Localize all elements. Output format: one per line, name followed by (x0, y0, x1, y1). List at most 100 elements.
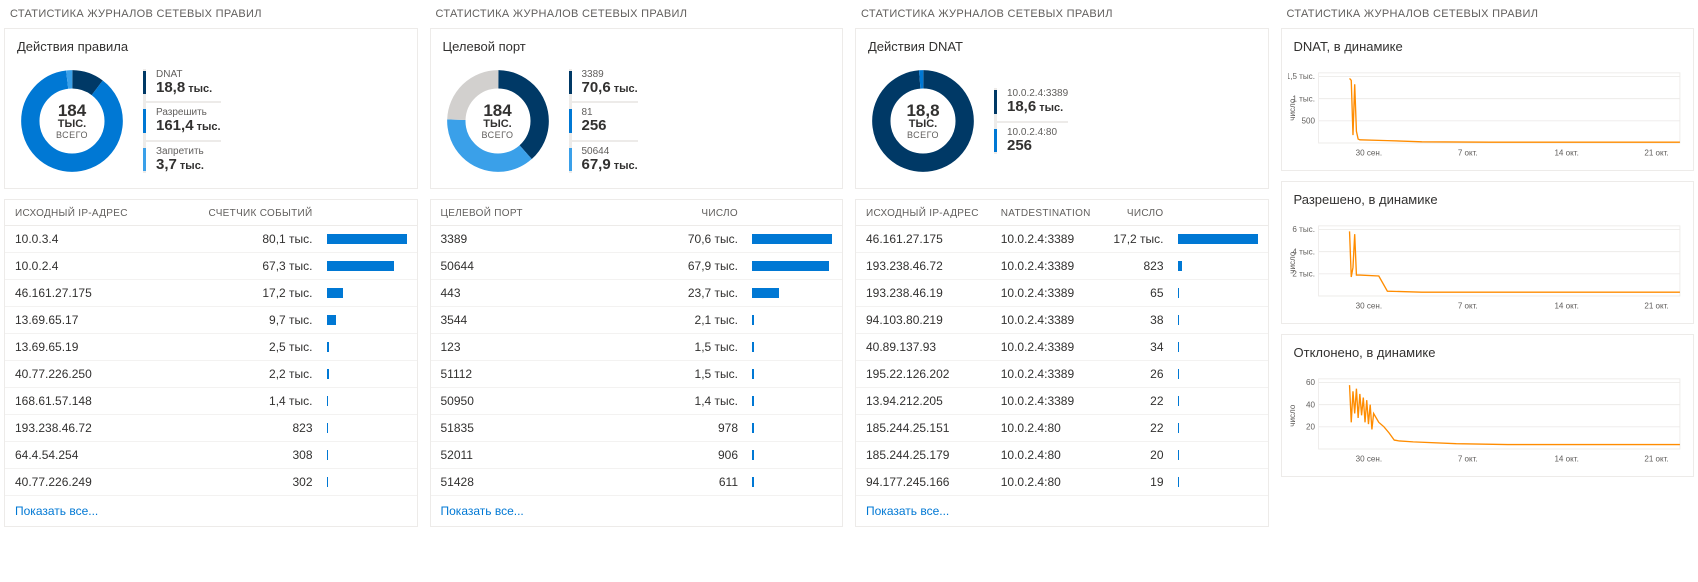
col-header[interactable]: NATDESTINATION (991, 200, 1103, 226)
table-row[interactable]: 40.77.226.2502,2 тыс. (5, 361, 417, 388)
svg-text:1,5 тыс.: 1,5 тыс. (1288, 72, 1315, 81)
card-title: Действия правила (5, 29, 417, 60)
table-row[interactable]: 40.89.137.9310.0.2.4:338934 (856, 334, 1268, 361)
cell-bar (323, 307, 417, 334)
cell-value: 67,9 тыс. (619, 253, 748, 280)
table-row[interactable]: 40.77.226.249302 (5, 469, 417, 496)
cell-value: 1,5 тыс. (619, 361, 748, 388)
legend-item[interactable]: 5064467,9 тыс. (582, 146, 638, 174)
cell-b: 10.0.2.4:3389 (991, 361, 1103, 388)
table-row[interactable]: 46.161.27.17510.0.2.4:338917,2 тыс. (856, 226, 1268, 253)
table-row[interactable]: 195.22.126.20210.0.2.4:338926 (856, 361, 1268, 388)
legend-value: 161,4 тыс. (156, 118, 221, 135)
legend-item[interactable]: 338970,6 тыс. (582, 69, 638, 97)
card-donut-2: Целевой порт 184 ТЫС. ВСЕГО 338970,6 тыс… (430, 28, 844, 189)
cell-bar (323, 226, 417, 253)
mini-chart[interactable]: 6 тыс.4 тыс.2 тыс.число30 сен.7 окт.14 о… (1282, 213, 1694, 323)
donut-chart[interactable]: 18,8 ТЫС. ВСЕГО (868, 66, 978, 176)
svg-text:20: 20 (1305, 422, 1314, 431)
table-row[interactable]: 511121,5 тыс. (431, 361, 843, 388)
cell-value: 67,3 тыс. (169, 253, 322, 280)
svg-text:7 окт.: 7 окт. (1457, 455, 1477, 464)
cell-a: 50950 (431, 388, 619, 415)
card-donut-1: Действия правила 184 ТЫС. ВСЕГО DNAT18,8… (4, 28, 418, 189)
table-row[interactable]: 193.238.46.72823 (5, 415, 417, 442)
col-header[interactable]: ЧИСЛО (619, 200, 748, 226)
panel-rule-actions: СТАТИСТИКА ЖУРНАЛОВ СЕТЕВЫХ ПРАВИЛ Дейст… (4, 4, 418, 537)
legend-item[interactable]: Разрешить161,4 тыс. (156, 107, 221, 135)
table-row[interactable]: 10.0.3.480,1 тыс. (5, 226, 417, 253)
cell-a: 193.238.46.72 (5, 415, 169, 442)
cell-a: 10.0.3.4 (5, 226, 169, 253)
table-row[interactable]: 35442,1 тыс. (431, 307, 843, 334)
table: ЦЕЛЕВОЙ ПОРТЧИСЛО338970,6 тыс.5064467,9 … (431, 200, 843, 496)
table-row[interactable]: 193.238.46.7210.0.2.4:3389823 (856, 253, 1268, 280)
legend-item[interactable]: Запретить3,7 тыс. (156, 146, 221, 174)
cell-value: 9,7 тыс. (169, 307, 322, 334)
cell-b: 10.0.2.4:80 (991, 442, 1103, 469)
cell-value: 17,2 тыс. (1102, 226, 1173, 253)
donut-value: 184 (58, 102, 86, 120)
table-row[interactable]: 5064467,9 тыс. (431, 253, 843, 280)
donut-chart[interactable]: 184 ТЫС. ВСЕГО (443, 66, 553, 176)
table-row[interactable]: 94.103.80.21910.0.2.4:338938 (856, 307, 1268, 334)
donut-total-label: ВСЕГО (481, 131, 513, 140)
svg-text:500: 500 (1301, 116, 1315, 125)
cell-a: 94.177.245.166 (856, 469, 991, 496)
table-row[interactable]: 94.177.245.16610.0.2.4:8019 (856, 469, 1268, 496)
table-row[interactable]: 13.69.65.179,7 тыс. (5, 307, 417, 334)
cell-value: 906 (619, 442, 748, 469)
table-row[interactable]: 52011906 (431, 442, 843, 469)
table-row[interactable]: 1231,5 тыс. (431, 334, 843, 361)
legend-item[interactable]: DNAT18,8 тыс. (156, 69, 221, 97)
cell-a: 10.0.2.4 (5, 253, 169, 280)
show-all-link[interactable]: Показать все... (856, 496, 1268, 526)
panel-timeline: СТАТИСТИКА ЖУРНАЛОВ СЕТЕВЫХ ПРАВИЛ DNAT,… (1281, 4, 1695, 537)
chart-title: Отклонено, в динамике (1282, 335, 1694, 366)
legend-item[interactable]: 10.0.2.4:80256 (1007, 127, 1068, 155)
table-row[interactable]: 10.0.2.467,3 тыс. (5, 253, 417, 280)
cell-a: 13.94.212.205 (856, 388, 991, 415)
show-all-link[interactable]: Показать все... (5, 496, 417, 526)
table-row[interactable]: 44323,7 тыс. (431, 280, 843, 307)
table-row[interactable]: 338970,6 тыс. (431, 226, 843, 253)
card-mini-chart: DNAT, в динамике1,5 тыс.1 тыс.500число30… (1281, 28, 1695, 171)
donut-chart[interactable]: 184 ТЫС. ВСЕГО (17, 66, 127, 176)
show-all-link[interactable]: Показать все... (431, 496, 843, 526)
col-header[interactable]: ИСХОДНЫЙ IP-АДРЕС (856, 200, 991, 226)
legend-item[interactable]: 10.0.2.4:338918,6 тыс. (1007, 88, 1068, 116)
svg-text:число: число (1288, 404, 1297, 427)
mini-chart[interactable]: 1,5 тыс.1 тыс.500число30 сен.7 окт.14 ок… (1282, 60, 1694, 170)
table-row[interactable]: 509501,4 тыс. (431, 388, 843, 415)
table-row[interactable]: 185.244.25.17910.0.2.4:8020 (856, 442, 1268, 469)
card-mini-chart: Разрешено, в динамике6 тыс.4 тыс.2 тыс.ч… (1281, 181, 1695, 324)
legend-item[interactable]: 81256 (582, 107, 638, 135)
table-row[interactable]: 193.238.46.1910.0.2.4:338965 (856, 280, 1268, 307)
col-header[interactable]: ЦЕЛЕВОЙ ПОРТ (431, 200, 619, 226)
cell-bar (748, 334, 842, 361)
col-header[interactable]: ЧИСЛО (1102, 200, 1173, 226)
col-header[interactable]: ИСХОДНЫЙ IP-АДРЕС (5, 200, 169, 226)
cell-value: 70,6 тыс. (619, 226, 748, 253)
table-row[interactable]: 51428611 (431, 469, 843, 496)
col-header[interactable]: СЧЕТЧИК СОБЫТИЙ (169, 200, 322, 226)
table-row[interactable]: 46.161.27.17517,2 тыс. (5, 280, 417, 307)
table-row[interactable]: 185.244.25.15110.0.2.4:8022 (856, 415, 1268, 442)
cell-bar (323, 442, 417, 469)
panel-title: СТАТИСТИКА ЖУРНАЛОВ СЕТЕВЫХ ПРАВИЛ (855, 4, 1269, 28)
panel-dnat-actions: СТАТИСТИКА ЖУРНАЛОВ СЕТЕВЫХ ПРАВИЛ Дейст… (855, 4, 1269, 537)
cell-a: 51428 (431, 469, 619, 496)
cell-bar (748, 469, 842, 496)
cell-a: 185.244.25.151 (856, 415, 991, 442)
svg-text:21 окт.: 21 окт. (1644, 455, 1668, 464)
svg-text:7 окт.: 7 окт. (1457, 149, 1477, 158)
cell-a: 3389 (431, 226, 619, 253)
cell-a: 51835 (431, 415, 619, 442)
cell-bar (748, 415, 842, 442)
table-row[interactable]: 168.61.57.1481,4 тыс. (5, 388, 417, 415)
table-row[interactable]: 51835978 (431, 415, 843, 442)
table-row[interactable]: 13.69.65.192,5 тыс. (5, 334, 417, 361)
mini-chart[interactable]: 604020число30 сен.7 окт.14 окт.21 окт. (1282, 366, 1694, 476)
table-row[interactable]: 13.94.212.20510.0.2.4:338922 (856, 388, 1268, 415)
table-row[interactable]: 64.4.54.254308 (5, 442, 417, 469)
